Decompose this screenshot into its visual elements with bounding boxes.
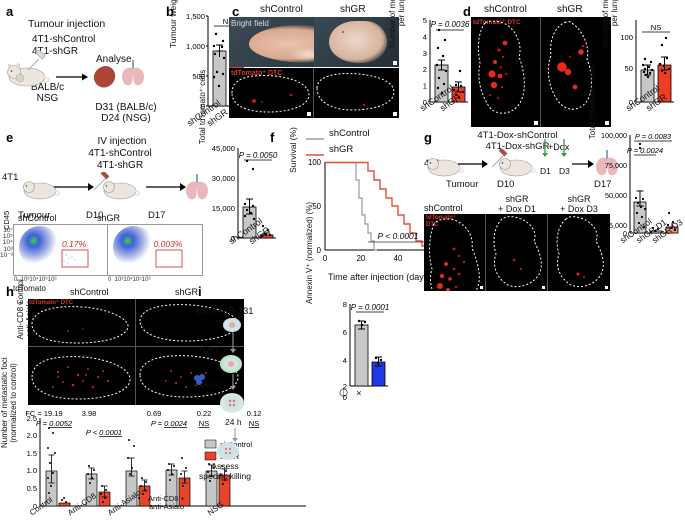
svg-text:2: 2: [423, 65, 427, 74]
svg-text:2.5: 2.5: [27, 414, 37, 423]
svg-text:1: 1: [423, 82, 427, 91]
svg-text:3: 3: [423, 49, 427, 58]
svg-text:6: 6: [343, 328, 347, 337]
svg-text:3.98: 3.98: [82, 409, 97, 418]
svg-text:P = 0.0083: P = 0.0083: [635, 132, 672, 141]
svg-text:100: 100: [620, 33, 633, 42]
svg-text:45,000: 45,000: [212, 144, 235, 153]
svg-text:1.0: 1.0: [27, 466, 37, 475]
svg-text:50: 50: [625, 64, 633, 73]
svg-text:5: 5: [423, 16, 427, 25]
svg-text:4: 4: [423, 32, 427, 41]
svg-text:30,000: 30,000: [212, 174, 235, 183]
svg-text:P = 0.0024: P = 0.0024: [627, 146, 663, 155]
svg-text:NS: NS: [651, 23, 662, 32]
svg-text:1,000: 1,000: [186, 42, 205, 51]
svg-text:0.003%: 0.003%: [154, 239, 183, 249]
svg-text:8: 8: [343, 300, 347, 309]
svg-text:1,500: 1,500: [186, 12, 205, 21]
svg-text:0.12: 0.12: [247, 409, 262, 418]
svg-text:1.5: 1.5: [27, 449, 37, 458]
svg-text:0.69: 0.69: [147, 409, 162, 418]
svg-text:2.0: 2.0: [27, 431, 37, 440]
svg-text:0.17%: 0.17%: [62, 239, 87, 249]
svg-text:40: 40: [394, 254, 403, 263]
svg-text:100,000: 100,000: [601, 131, 627, 140]
svg-text:75,000: 75,000: [605, 161, 627, 170]
svg-text:15,000: 15,000: [212, 204, 235, 213]
svg-text:20: 20: [357, 254, 366, 263]
svg-text:0.5: 0.5: [27, 484, 37, 493]
svg-text:0.22: 0.22: [197, 409, 212, 418]
svg-text:50,000: 50,000: [605, 191, 627, 200]
svg-text:P = 0.0050: P = 0.0050: [239, 151, 278, 160]
svg-text:0: 0: [323, 254, 328, 263]
svg-text:P < 0.0001: P < 0.0001: [377, 231, 418, 241]
svg-text:P = 0.0001: P = 0.0001: [351, 303, 390, 312]
svg-text:100: 100: [308, 158, 322, 167]
svg-text:4: 4: [343, 356, 347, 365]
svg-text:0: 0: [317, 246, 322, 255]
svg-text:P = 0.0036: P = 0.0036: [431, 20, 470, 29]
